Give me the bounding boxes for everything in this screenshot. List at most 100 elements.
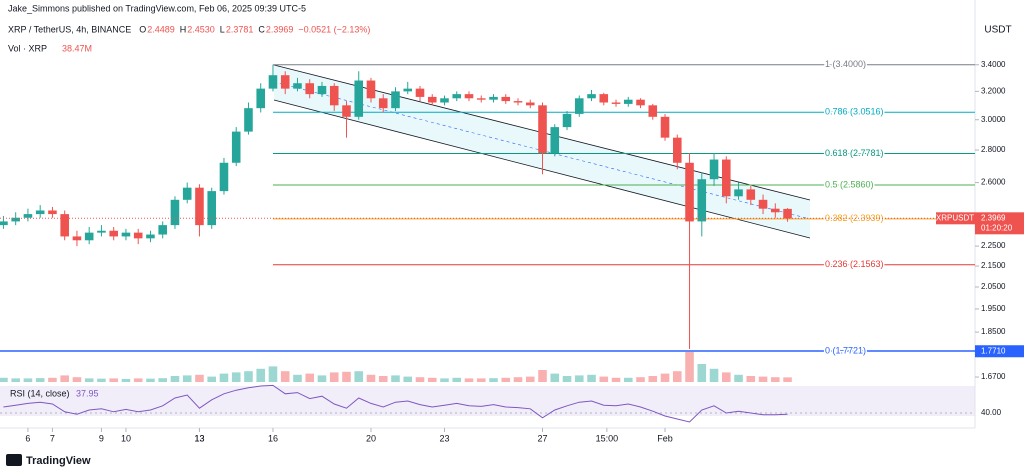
volume-bar	[182, 375, 192, 382]
volume-bar	[11, 378, 20, 382]
publisher: Jake_Simmons published on TradingView.co…	[8, 3, 306, 13]
volume-bar	[329, 372, 339, 382]
price-tag-symbol: XRPUSDT	[936, 213, 974, 222]
volume-bar	[0, 377, 8, 382]
candle-body	[11, 217, 20, 222]
y-tick-label: 2.0500	[981, 282, 1006, 291]
candle-body	[574, 98, 584, 114]
candle-body	[182, 187, 192, 200]
header-text: H	[180, 24, 187, 34]
candle-body	[133, 232, 143, 239]
header-text: 2.3969	[266, 24, 294, 34]
candle-body	[354, 80, 364, 117]
x-tick-label: 20	[366, 433, 376, 443]
volume-bar	[231, 372, 241, 382]
rsi-line	[3, 384, 788, 423]
candle-body	[452, 94, 462, 99]
candle-body	[660, 116, 670, 138]
candle-body	[268, 75, 278, 89]
candle-body	[195, 187, 204, 226]
x-tick-label: Feb	[657, 433, 673, 443]
volume-bar	[48, 377, 57, 382]
y-tick-label: 2.8000	[981, 145, 1006, 154]
volume-bar	[709, 368, 719, 382]
candle-body	[317, 85, 327, 95]
fib-label: 0.382 (2.3939)	[825, 213, 884, 223]
volume-bar	[440, 378, 449, 382]
candle-body	[48, 210, 57, 215]
y-tick-label: 3.4000	[981, 60, 1006, 69]
volume-bar	[648, 376, 658, 382]
candle-body	[403, 88, 413, 92]
candle-body	[562, 113, 572, 128]
volume-bar	[599, 376, 609, 382]
candle-body	[342, 105, 351, 117]
fib-label: 0.236 (2.1563)	[825, 259, 884, 269]
volume-bar	[60, 375, 69, 382]
candle-body	[721, 159, 731, 197]
currency: USDT	[984, 25, 1011, 36]
candle-body	[170, 199, 180, 226]
volume-bar	[746, 376, 756, 382]
volume-bar	[268, 366, 278, 382]
volume-bar	[783, 377, 792, 382]
volume-bar	[378, 376, 388, 382]
y-tick-label: 2.1500	[981, 261, 1006, 270]
volume-bar	[305, 373, 315, 382]
volume-bar	[207, 376, 216, 382]
candle-body	[35, 210, 45, 215]
y-tick-label: 2.2500	[981, 241, 1006, 250]
y-tick-label: 1.8500	[981, 327, 1006, 336]
candle-body	[636, 99, 645, 106]
x-tick-label: 13	[194, 433, 204, 443]
candle-body	[587, 94, 596, 99]
y-tick-label: 3.0000	[981, 115, 1006, 124]
candle-body	[256, 88, 266, 109]
header-text: 2.4530	[187, 24, 215, 34]
volume-bar	[23, 378, 33, 382]
volume-bar	[280, 371, 290, 382]
x-tick-label: 23	[439, 433, 449, 443]
x-tick-label: 13	[194, 433, 204, 443]
rsi-value: 37.95	[76, 388, 99, 398]
y-tick-label: 2.6000	[981, 178, 1006, 187]
volume-bar	[133, 378, 143, 382]
candle-body	[109, 230, 118, 237]
volume-bar	[97, 378, 106, 382]
rsi-label: RSI (14, close)	[10, 388, 70, 398]
volume-bar	[574, 375, 584, 382]
volume-bar	[489, 378, 498, 382]
candle-body	[97, 230, 106, 233]
volume-bar	[109, 378, 118, 382]
y-tick-label: 3.2000	[981, 86, 1006, 95]
fib-label: 0 (1.7721)	[825, 345, 866, 355]
volume-bar	[391, 375, 400, 382]
low-tag-bg	[975, 345, 1024, 358]
header-text: O	[139, 24, 146, 34]
candle-body	[501, 96, 511, 102]
volume-bar	[501, 377, 511, 382]
header-text: −0.0521 (−2.13%)	[298, 24, 370, 34]
candle-body	[207, 191, 216, 226]
candle-body	[489, 96, 498, 100]
y-tick-label: 1.6700	[981, 372, 1006, 381]
volume-bar	[623, 377, 633, 382]
header-text: 2.4489	[147, 24, 175, 34]
candle-body	[623, 99, 633, 104]
volume-bar	[452, 377, 462, 382]
volume-bar	[660, 373, 670, 382]
volume-bar	[415, 377, 425, 382]
candle-body	[771, 208, 780, 213]
volume-bar	[513, 377, 523, 382]
volume-bar	[317, 375, 327, 382]
candle-body	[685, 162, 694, 222]
low-tag-label: 1.7710	[981, 346, 1006, 355]
volume-bar	[734, 374, 743, 382]
fib-label: 0.618 (2.7781)	[825, 148, 884, 158]
price-tag-countdown: 01:20:20	[981, 223, 1013, 232]
x-tick-label: 7	[50, 433, 55, 443]
header-text: C	[258, 24, 265, 34]
volume-bar	[550, 373, 560, 382]
y-tick-label: 1.9500	[981, 304, 1006, 313]
